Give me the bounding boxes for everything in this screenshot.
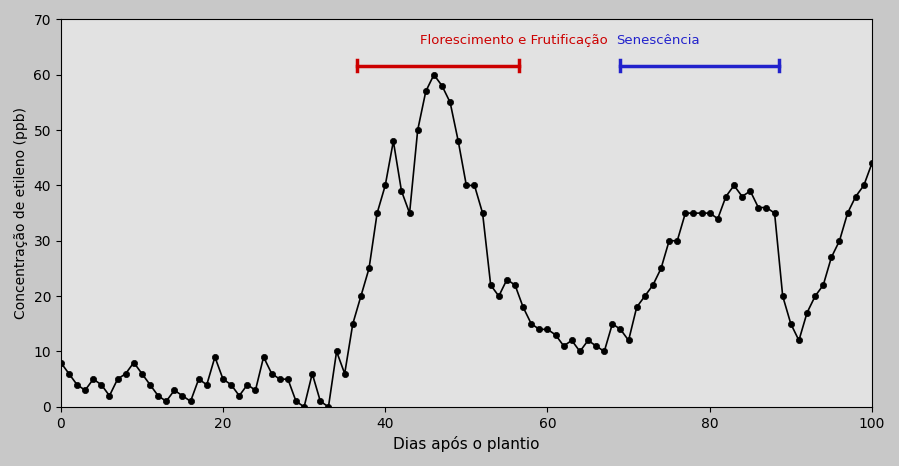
Y-axis label: Concentração de etileno (ppb): Concentração de etileno (ppb) <box>13 107 28 319</box>
X-axis label: Dias após o plantio: Dias após o plantio <box>393 436 539 452</box>
Text: Florescimento e Frutificação: Florescimento e Frutificação <box>420 34 608 47</box>
Text: Senescência: Senescência <box>616 34 699 47</box>
